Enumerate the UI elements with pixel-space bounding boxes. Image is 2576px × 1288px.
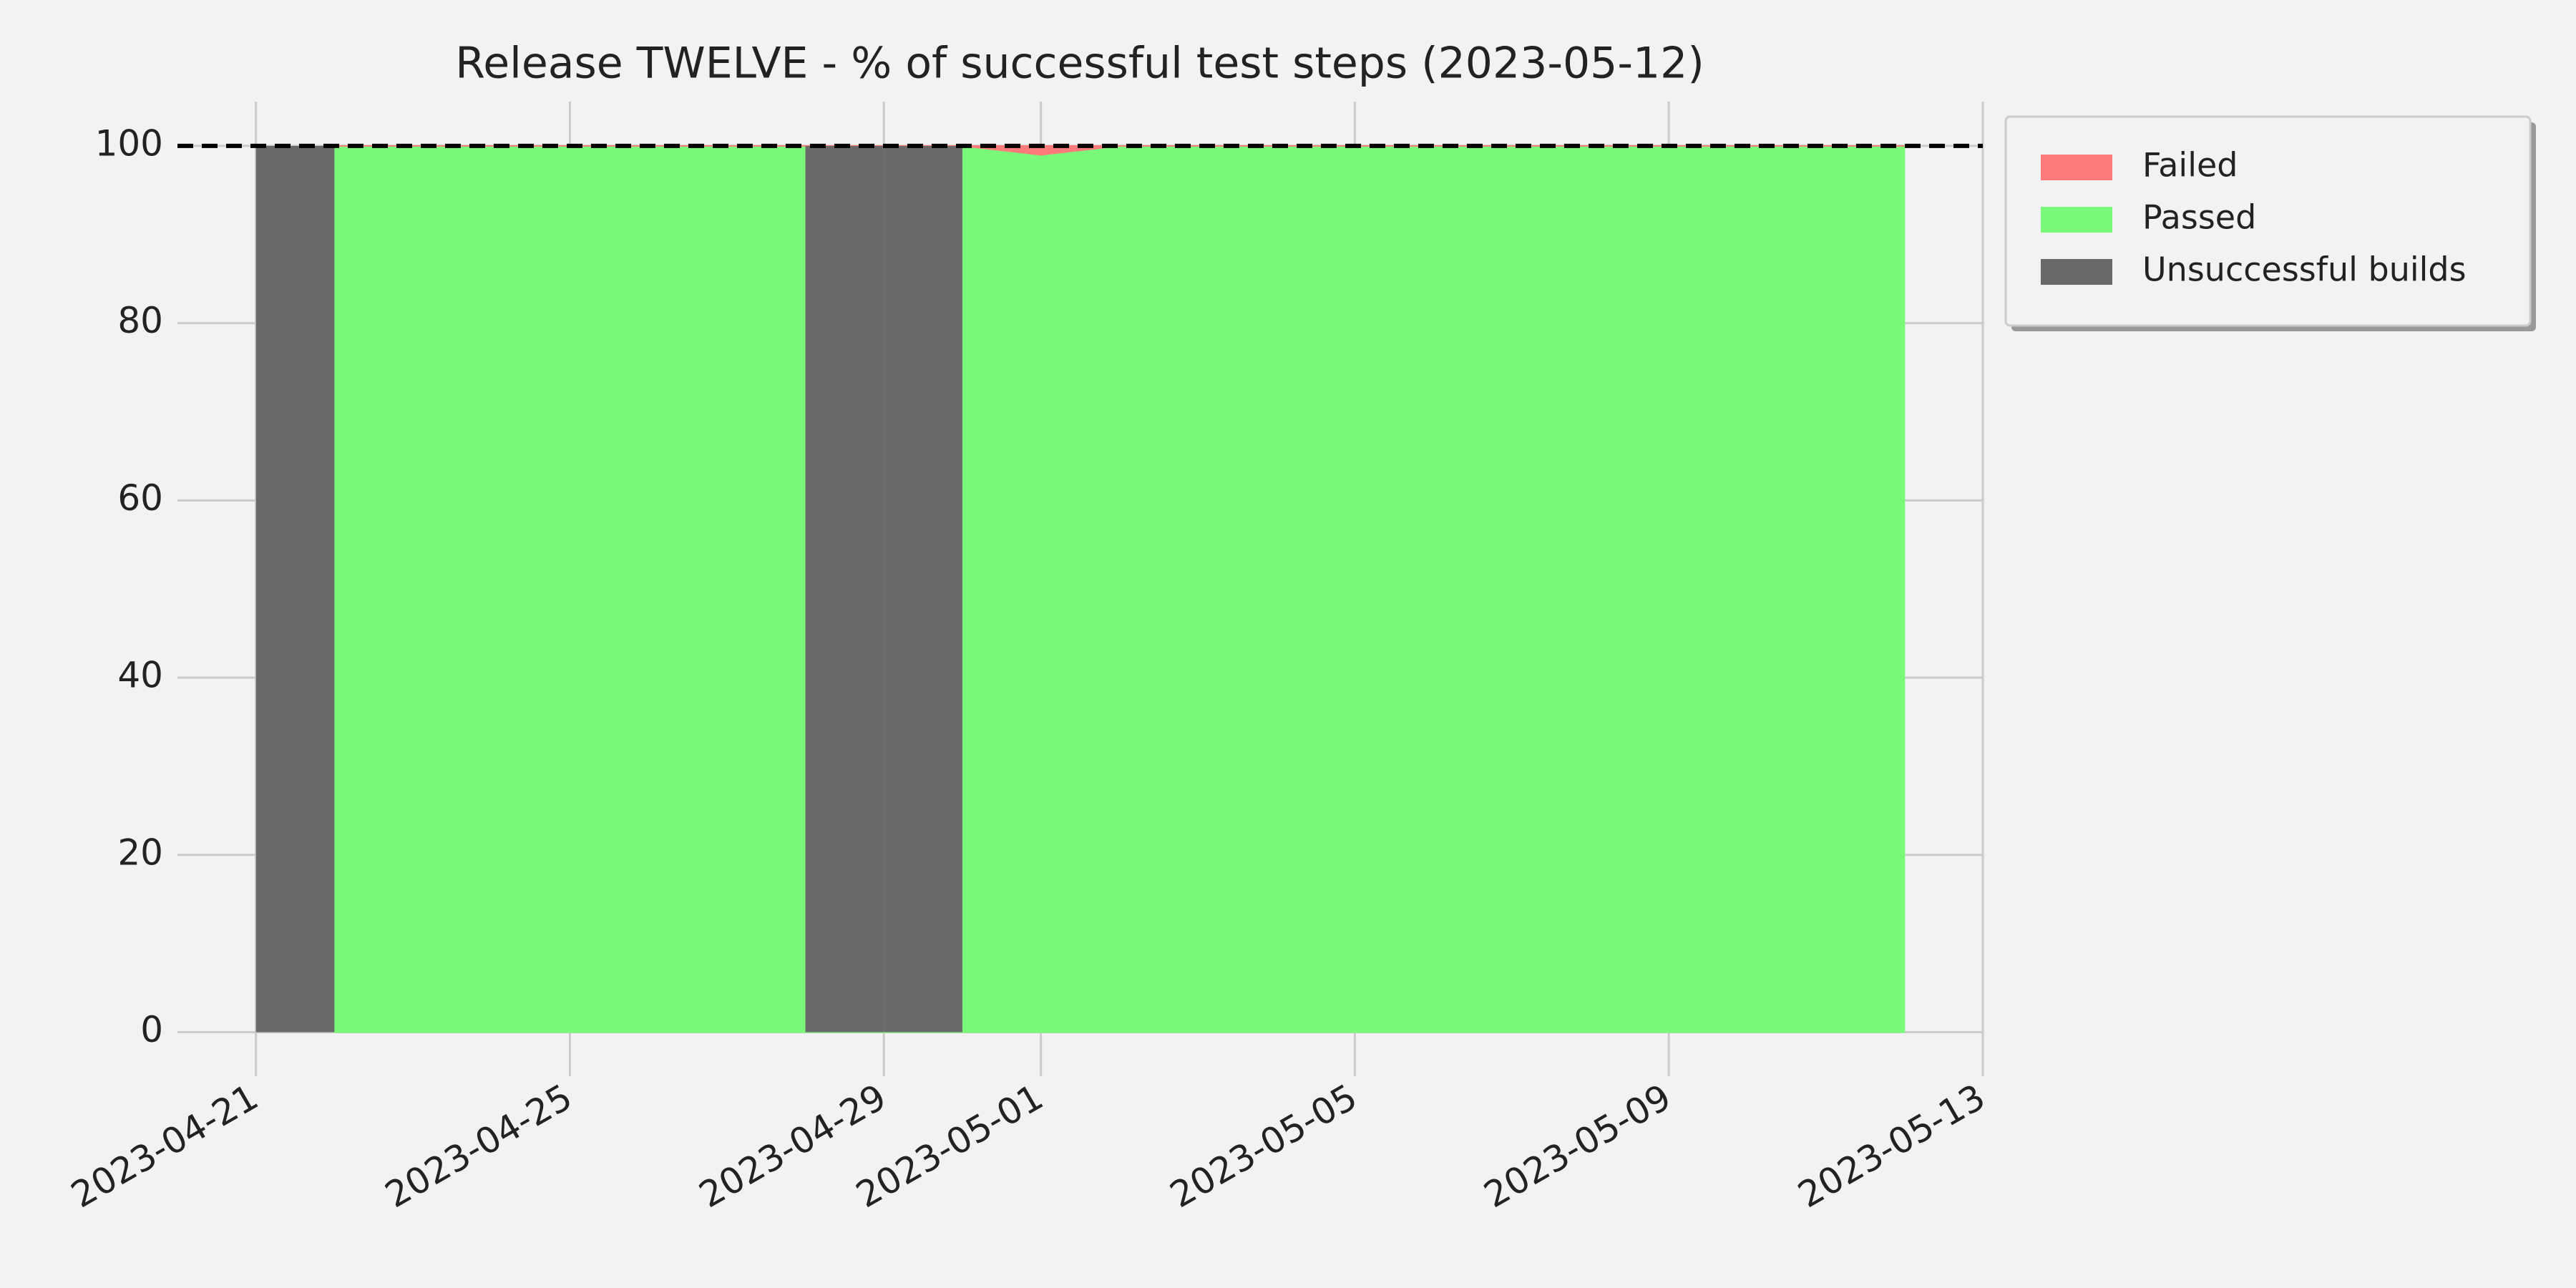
- legend-label: Unsuccessful builds: [2142, 250, 2467, 289]
- y-tick-label: 80: [117, 300, 163, 341]
- y-tick-label: 100: [95, 122, 163, 164]
- legend-swatch: [2041, 207, 2112, 233]
- legend: Failed Passed Unsuccessful builds: [2004, 115, 2536, 331]
- y-tick-label: 0: [140, 1009, 163, 1050]
- y-tick-label: 20: [117, 831, 163, 873]
- y-tick-label: 40: [117, 655, 163, 696]
- span-bar: [805, 145, 884, 1033]
- span-bar: [255, 145, 335, 1033]
- span-bar: [884, 145, 962, 1033]
- legend-box: [2004, 115, 2532, 327]
- legend-swatch: [2041, 259, 2112, 285]
- y-tick-label: 60: [117, 477, 163, 519]
- area: [333, 145, 1906, 1033]
- legend-label: Failed: [2142, 146, 2238, 185]
- chart-title: Release TWELVE - % of successful test st…: [455, 39, 1704, 89]
- legend-label: Passed: [2142, 198, 2256, 237]
- marks: [255, 145, 1906, 1033]
- legend-swatch: [2041, 155, 2112, 180]
